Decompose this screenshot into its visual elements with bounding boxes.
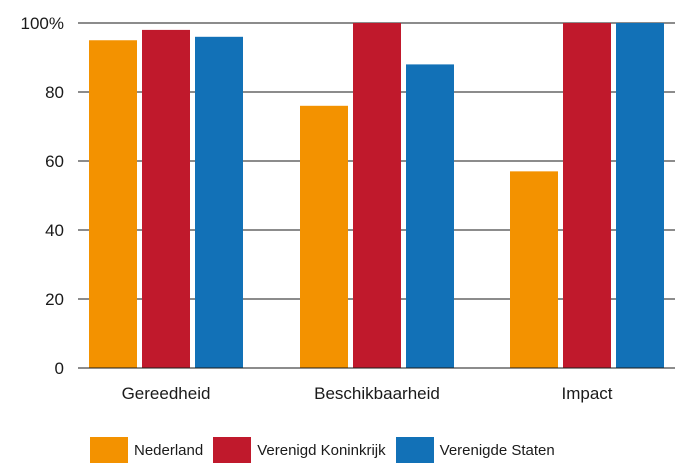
legend-label-verenigde-staten: Verenigde Staten bbox=[439, 441, 555, 459]
bar-nederland-gereedheid bbox=[89, 40, 137, 368]
bar-verenigde-staten-beschikbaarheid bbox=[406, 64, 454, 369]
bar-nederland-impact bbox=[510, 171, 558, 368]
y-tick-label-0: 0 bbox=[55, 359, 64, 378]
bar-verenigde-staten-gereedheid bbox=[195, 36, 243, 369]
legend-item-nederland: Nederland bbox=[90, 437, 203, 463]
bar-nederland-beschikbaarheid bbox=[300, 105, 348, 369]
bar-verenigd-koninkrijk-beschikbaarheid bbox=[353, 23, 401, 368]
legend-swatch-verenigd-koninkrijk bbox=[213, 437, 252, 463]
y-tick-label-80: 80 bbox=[45, 83, 64, 102]
bars bbox=[89, 23, 664, 369]
legend-item-verenigd-koninkrijk: Verenigd Koninkrijk bbox=[213, 437, 386, 463]
x-category-label-gereedheid: Gereedheid bbox=[122, 384, 211, 403]
y-tick-label-100: 100% bbox=[21, 14, 64, 33]
legend-swatch-verenigde-staten bbox=[395, 437, 434, 463]
legend: Nederland Verenigd Koninkrijk Verenigde … bbox=[90, 435, 565, 465]
x-axis-categories: Gereedheid Beschikbaarheid Impact bbox=[122, 384, 613, 403]
y-axis-ticks: 0 20 40 60 80 100% bbox=[21, 14, 64, 378]
legend-swatch-nederland bbox=[90, 437, 128, 463]
y-tick-label-20: 20 bbox=[45, 290, 64, 309]
y-tick-label-40: 40 bbox=[45, 221, 64, 240]
legend-label-verenigd-koninkrijk: Verenigd Koninkrijk bbox=[257, 441, 386, 459]
x-category-label-impact: Impact bbox=[561, 384, 612, 403]
bar-verenigd-koninkrijk-gereedheid bbox=[142, 29, 190, 369]
y-tick-label-60: 60 bbox=[45, 152, 64, 171]
bar-verenigde-staten-impact bbox=[616, 23, 664, 368]
bar-verenigd-koninkrijk-impact bbox=[563, 23, 611, 368]
bar-chart: 0 20 40 60 80 100% Gereedheid Beschikbaarheid I… bbox=[21, 14, 675, 403]
legend-label-nederland: Nederland bbox=[134, 441, 204, 459]
x-category-label-beschikbaarheid: Beschikbaarheid bbox=[314, 384, 440, 403]
legend-item-verenigde-staten: Verenigde Staten bbox=[395, 437, 555, 463]
